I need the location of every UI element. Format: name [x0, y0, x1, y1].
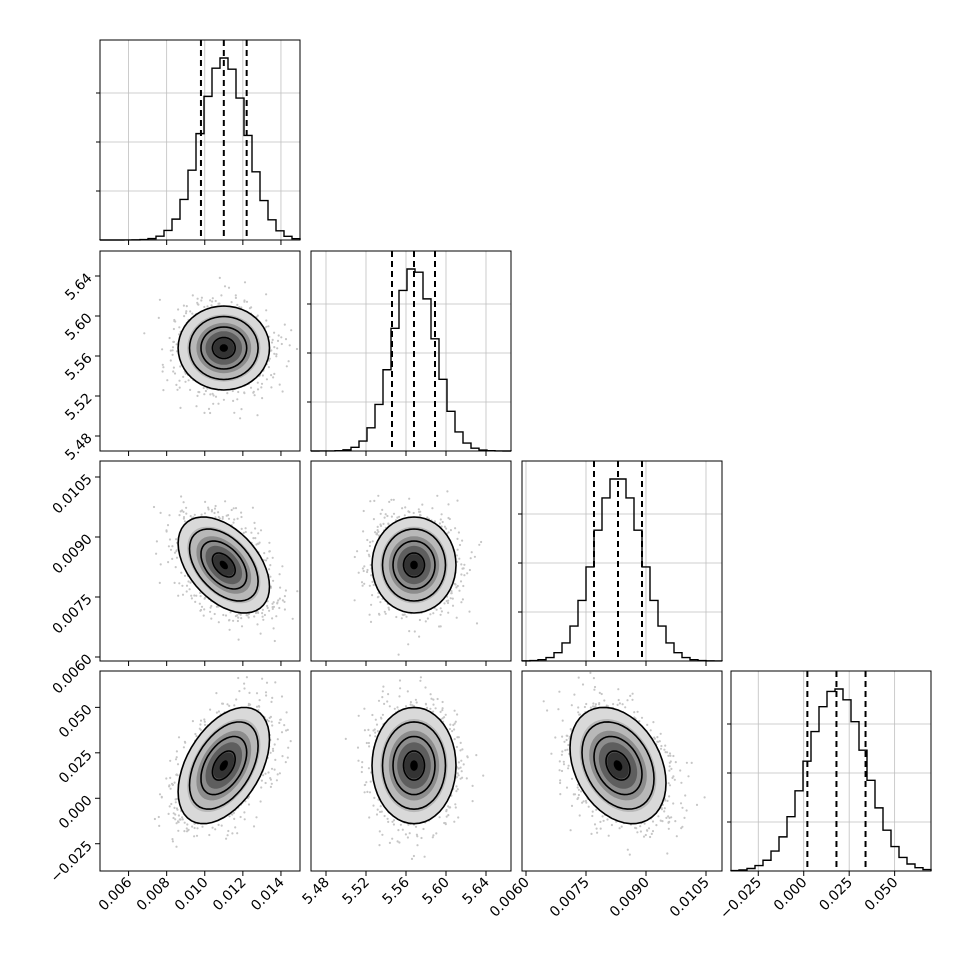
x-tick-label: 0.008: [134, 875, 174, 915]
histogram-step-line: [310, 268, 512, 452]
y-tick-label: −0.025: [48, 838, 96, 886]
panel-frame: [99, 460, 301, 662]
contour-line: [177, 305, 271, 391]
panel-frame: [310, 250, 512, 452]
contour-line: [211, 552, 237, 578]
contour-line: [200, 735, 248, 796]
y-tick-label: 0.0075: [50, 591, 96, 637]
contour-line: [177, 516, 271, 614]
x-tick-label: 0.012: [210, 875, 250, 915]
y-tick-label: 5.52: [62, 390, 95, 423]
contour-line: [381, 528, 447, 602]
x-tick-label: 5.60: [419, 875, 452, 908]
contour-line: [177, 706, 271, 825]
histogram-step-line: [730, 688, 932, 872]
y-tick-label: 0.0090: [50, 531, 96, 577]
x-tick-label: 0.0090: [607, 875, 653, 921]
x-tick-label: −0.025: [717, 875, 765, 923]
contour-line: [402, 750, 426, 781]
y-tick-label: 0.000: [56, 793, 96, 833]
density-fill: [219, 344, 228, 352]
y-tick-label: 0.050: [56, 702, 96, 742]
contour-line: [381, 721, 447, 811]
contour-line: [371, 516, 457, 614]
x-tick-label: 5.56: [379, 874, 412, 907]
panel-frame: [99, 250, 301, 452]
contour-line: [188, 528, 259, 602]
contour-line: [200, 540, 248, 590]
contour-line: [188, 721, 259, 810]
panel-frame: [521, 460, 723, 662]
panel-background: [311, 251, 511, 451]
density-panel-3-0: [99, 670, 301, 872]
panel-frame: [310, 460, 512, 662]
contour-line: [371, 706, 457, 825]
contour-line: [200, 326, 248, 370]
density-panel-2-1: [310, 460, 512, 662]
contour-line: [593, 735, 643, 796]
contour-line: [569, 706, 667, 825]
density-fill: [410, 560, 418, 570]
diagonal-panel-2: [518, 460, 723, 662]
contour-line: [211, 750, 237, 781]
contour-line: [188, 315, 259, 381]
density-panel-2-0: [99, 460, 301, 662]
y-tick-label: 5.64: [62, 270, 95, 303]
x-tick-label: 0.000: [771, 875, 811, 915]
y-tick-label: 0.0105: [50, 471, 96, 517]
x-tick-label: 0.0075: [547, 875, 593, 921]
x-tick-label: 0.010: [172, 875, 212, 915]
y-tick-label: 5.48: [62, 430, 95, 463]
histogram-step-line: [521, 478, 723, 662]
x-tick-label: 0.025: [816, 875, 856, 915]
density-fill: [613, 760, 623, 771]
y-tick-label: 5.56: [62, 350, 95, 383]
panel-frame: [730, 670, 932, 872]
density-panel-3-2: [521, 670, 723, 872]
density-panel-1-0: [99, 250, 301, 452]
x-tick-label: 5.48: [299, 875, 332, 908]
panel-frame: [310, 670, 512, 872]
density-panel-3-1: [310, 670, 512, 872]
diagonal-panel-3: [727, 670, 932, 872]
x-tick-label: 0.050: [862, 875, 902, 915]
density-fill: [219, 760, 228, 771]
x-tick-label: 5.52: [339, 875, 372, 908]
x-tick-label: 0.0060: [487, 875, 533, 921]
contour-line: [581, 721, 655, 810]
x-tick-label: 5.64: [459, 874, 492, 907]
y-tick-label: 0.0060: [50, 651, 96, 697]
contour-line: [392, 735, 436, 796]
contour-line: [211, 336, 237, 360]
contour-line: [392, 540, 436, 590]
diagonal-panel-1: [307, 250, 512, 452]
y-tick-label: 0.025: [56, 747, 96, 787]
x-tick-label: 0.0105: [667, 875, 713, 921]
diagonal-panel-0: [96, 39, 301, 241]
contour-line: [605, 750, 631, 781]
x-tick-label: 0.006: [96, 874, 136, 914]
panel-background: [731, 671, 931, 871]
density-fill: [219, 560, 228, 570]
panel-frame: [99, 39, 301, 241]
y-tick-label: 5.60: [62, 310, 95, 343]
panel-frame: [521, 670, 723, 872]
panel-frame: [99, 670, 301, 872]
density-fill: [410, 760, 418, 771]
contour-line: [402, 552, 426, 578]
panel-background: [522, 461, 722, 661]
x-tick-label: 0.014: [248, 874, 288, 914]
